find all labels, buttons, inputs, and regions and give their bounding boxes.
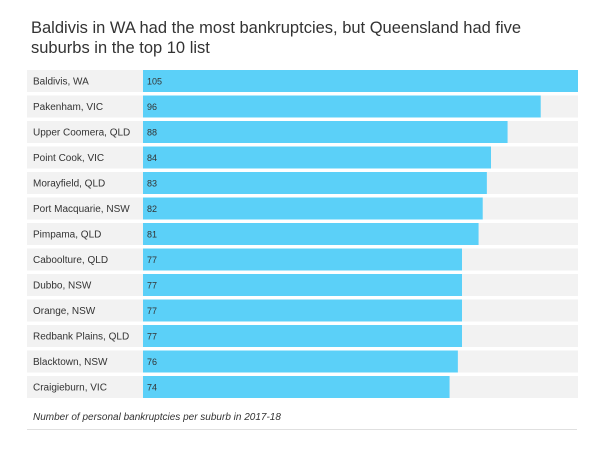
value-label: 82	[147, 204, 157, 214]
bar	[143, 70, 578, 92]
category-label: Orange, NSW	[33, 306, 96, 317]
value-label: 77	[147, 255, 157, 265]
bar	[143, 197, 483, 220]
bar	[143, 274, 462, 296]
value-label: 84	[147, 153, 157, 163]
category-label: Point Cook, VIC	[33, 153, 104, 164]
bar	[143, 376, 450, 398]
category-label: Dubbo, NSW	[33, 281, 92, 292]
category-label: Craigieburn, VIC	[33, 383, 107, 394]
value-label: 81	[147, 230, 157, 240]
value-label: 83	[147, 179, 157, 189]
category-label: Pakenham, VIC	[33, 102, 103, 113]
bar	[143, 95, 541, 118]
bar	[143, 121, 508, 143]
bar	[143, 350, 458, 373]
value-label: 96	[147, 102, 157, 112]
bar	[143, 223, 479, 245]
category-label: Port Macquarie, NSW	[33, 204, 130, 215]
value-label: 88	[147, 128, 157, 138]
bottom-divider	[27, 429, 577, 430]
bar	[143, 172, 487, 194]
chart-caption: Number of personal bankruptcies per subu…	[33, 412, 281, 423]
value-label: 77	[147, 332, 157, 342]
category-label: Blacktown, NSW	[33, 357, 108, 368]
value-label: 77	[147, 281, 157, 291]
category-label: Morayfield, QLD	[33, 179, 105, 190]
value-label: 76	[147, 357, 157, 367]
category-label: Redbank Plains, QLD	[33, 332, 129, 343]
bar	[143, 146, 491, 169]
value-label: 74	[147, 383, 157, 393]
category-label: Caboolture, QLD	[33, 255, 108, 266]
bar	[143, 299, 462, 322]
value-label: 77	[147, 306, 157, 316]
chart-title: Baldivis in WA had the most bankruptcies…	[31, 19, 522, 57]
category-label: Pimpama, QLD	[33, 230, 101, 241]
value-label: 105	[147, 77, 162, 87]
category-label: Upper Coomera, QLD	[33, 128, 130, 139]
bar	[143, 248, 462, 271]
category-label: Baldivis, WA	[33, 77, 89, 88]
bar	[143, 325, 462, 347]
